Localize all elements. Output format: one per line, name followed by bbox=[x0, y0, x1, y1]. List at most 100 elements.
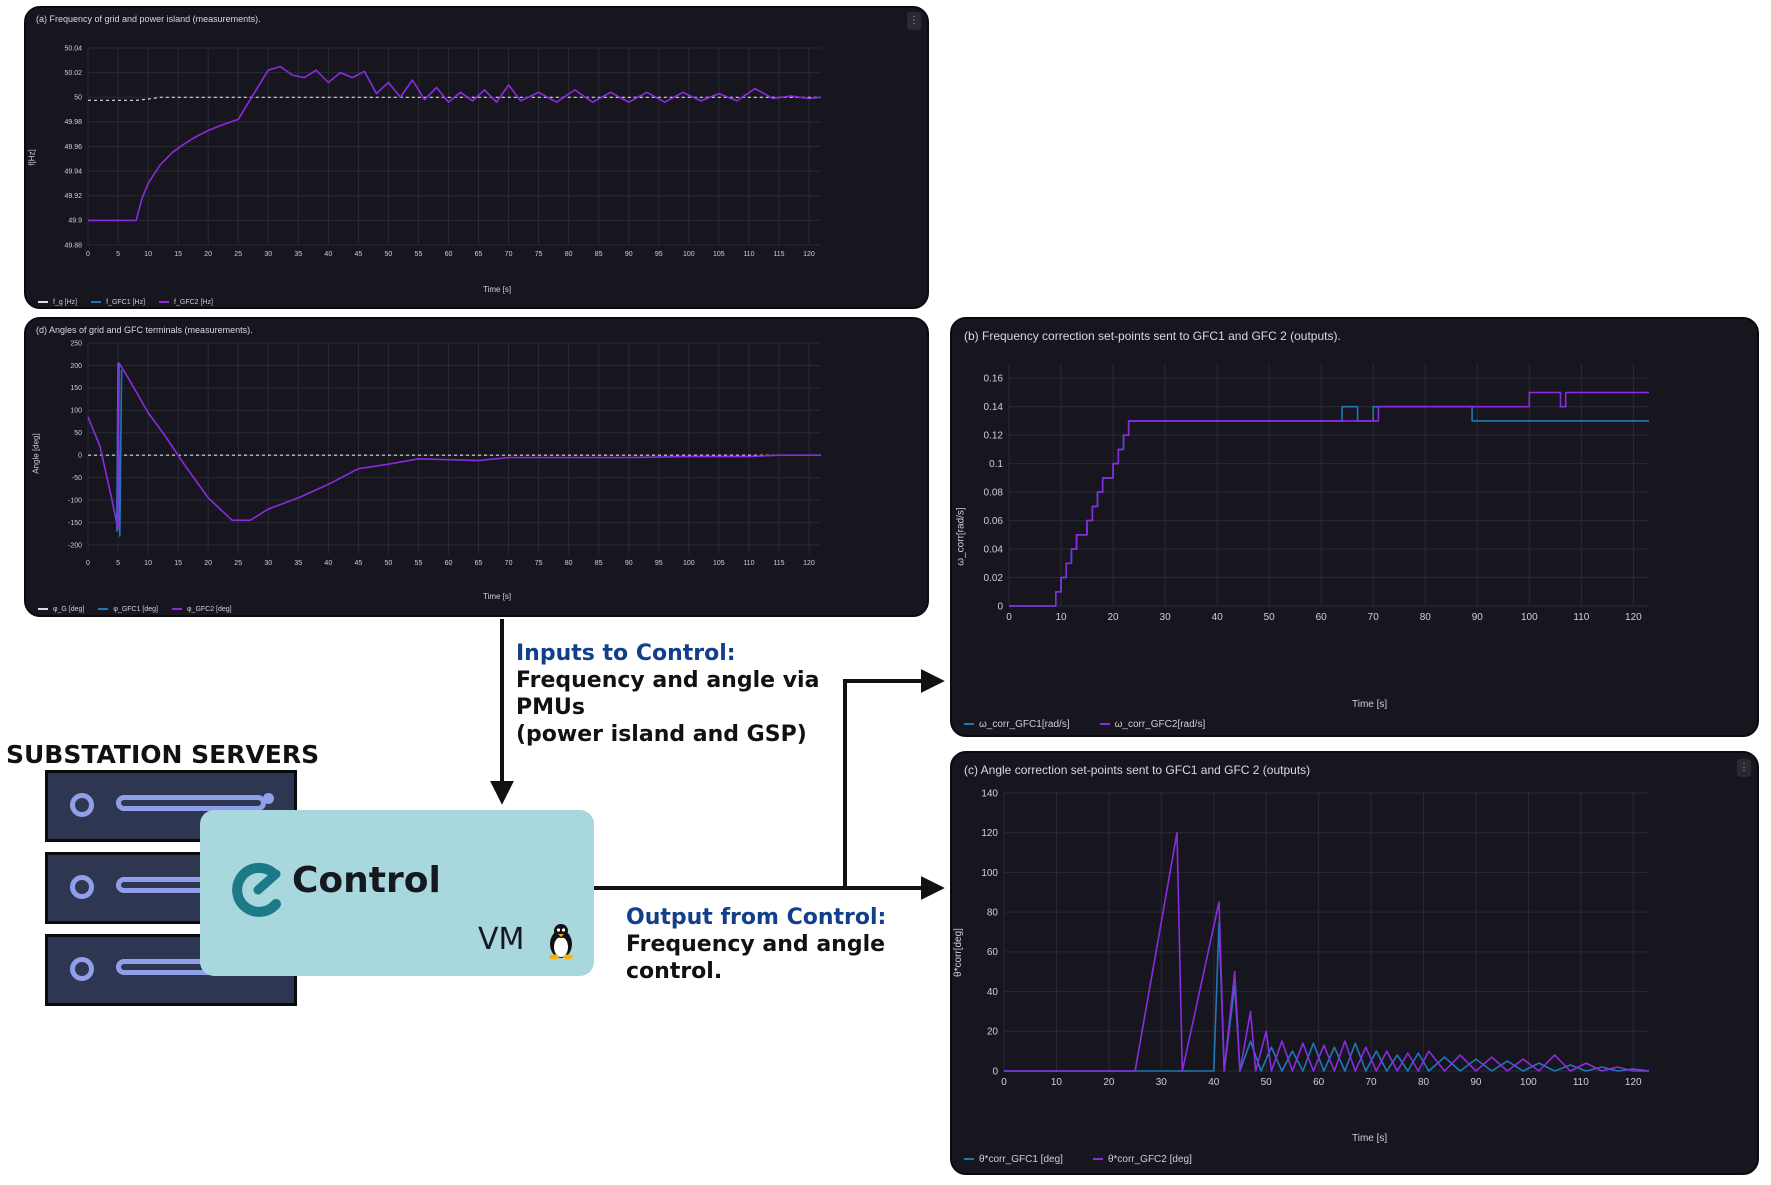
y-tick-label: 150 bbox=[70, 385, 82, 392]
x-tick-label: 75 bbox=[535, 251, 543, 258]
output-from-control-text: Output from Control: Frequency and angle… bbox=[626, 904, 886, 985]
inputs-line: Frequency and angle via bbox=[516, 668, 820, 693]
x-tick-label: 20 bbox=[1103, 1077, 1115, 1088]
chart-d-svg: -200 -150 -100 -50 0 50 100 150 200 250 0 5 10 15 20 25… bbox=[68, 340, 821, 567]
chart-b-ylabel: ω_corr[rad/s] bbox=[955, 507, 967, 566]
x-tick-label: 35 bbox=[294, 251, 302, 258]
y-tick-label: 140 bbox=[981, 788, 998, 799]
chart-a-legend: f_g [Hz] f_GFC1 [Hz] f_GFC2 [Hz] bbox=[38, 299, 213, 306]
legend-item[interactable]: φ_GFC2 [deg] bbox=[172, 606, 232, 613]
x-tick-label: 100 bbox=[683, 560, 695, 567]
x-tick-label: 95 bbox=[655, 560, 663, 567]
y-tick-label: 0 bbox=[997, 601, 1003, 612]
more-options-icon[interactable]: ⋮ bbox=[907, 12, 921, 30]
x-tick-label: 110 bbox=[743, 560, 754, 567]
x-tick-label: 45 bbox=[354, 251, 362, 258]
chart-a-title: (a) Frequency of grid and power island (… bbox=[36, 14, 261, 24]
x-tick-label: 0 bbox=[1001, 1077, 1007, 1088]
chart-c-ylabel: θ*corr[deg] bbox=[952, 928, 964, 977]
x-tick-label: 120 bbox=[803, 251, 815, 258]
x-tick-label: 60 bbox=[1313, 1077, 1325, 1088]
output-line: Frequency and angle bbox=[626, 932, 886, 957]
x-tick-label: 0 bbox=[86, 560, 90, 567]
x-tick-label: 50 bbox=[1261, 1077, 1273, 1088]
legend-item[interactable]: φ_G [deg] bbox=[38, 606, 84, 613]
legend-item[interactable]: f_GFC2 [Hz] bbox=[159, 299, 213, 306]
x-tick-label: 30 bbox=[1156, 1077, 1168, 1088]
series-line bbox=[1009, 391, 1649, 607]
linux-penguin-icon bbox=[549, 924, 573, 960]
legend-item[interactable]: ω_corr_GFC1[rad/s] bbox=[964, 719, 1070, 730]
x-tick-label: 80 bbox=[565, 251, 573, 258]
y-tick-label: 0.04 bbox=[984, 544, 1004, 555]
chart-b-svg: 0 0.02 0.04 0.06 0.08 0.1 0.12 0.14 0.16 0 10 20 30 4… bbox=[984, 364, 1649, 623]
x-tick-label: 120 bbox=[1625, 612, 1642, 623]
more-options-icon[interactable]: ⋮ bbox=[1737, 759, 1751, 777]
chart-d-legend: φ_G [deg] φ_GFC1 [deg] φ_GFC2 [deg] bbox=[38, 606, 232, 613]
x-tick-label: 70 bbox=[505, 560, 513, 567]
x-tick-label: 60 bbox=[1316, 612, 1328, 623]
x-tick-label: 30 bbox=[1160, 612, 1172, 623]
x-tick-label: 90 bbox=[625, 560, 633, 567]
legend-item[interactable]: θ*corr_GFC1 [deg] bbox=[964, 1154, 1063, 1165]
chart-b-title: (b) Frequency correction set-points sent… bbox=[964, 329, 1341, 343]
x-tick-label: 95 bbox=[655, 251, 663, 258]
series-line bbox=[1004, 921, 1650, 1072]
x-tick-label: 15 bbox=[174, 560, 182, 567]
series-line bbox=[1009, 405, 1649, 607]
server-power-icon bbox=[70, 957, 94, 981]
legend-item[interactable]: φ_GFC1 [deg] bbox=[98, 606, 158, 613]
x-tick-label: 35 bbox=[294, 560, 302, 567]
x-tick-label: 5 bbox=[116, 560, 120, 567]
y-tick-label: 0 bbox=[992, 1066, 998, 1077]
y-tick-label: 40 bbox=[987, 987, 999, 998]
chart-panel-d: -200 -150 -100 -50 0 50 100 150 200 250 0 5 10 15 20 25… bbox=[24, 317, 929, 617]
legend-item[interactable]: f_GFC1 [Hz] bbox=[91, 299, 145, 306]
series-line bbox=[88, 96, 821, 101]
x-tick-label: 100 bbox=[1521, 612, 1538, 623]
legend-item[interactable]: f_g [Hz] bbox=[38, 299, 77, 306]
x-tick-label: 110 bbox=[1573, 612, 1589, 623]
chart-a-ylabel: f[Hz] bbox=[27, 149, 37, 166]
chart-a-svg: 49.8849.949.9249.9449.9649.985050.0250.0… bbox=[64, 45, 822, 258]
y-tick-label: -150 bbox=[68, 520, 82, 527]
x-tick-label: 50 bbox=[385, 560, 393, 567]
y-tick-label: 0 bbox=[78, 453, 82, 460]
y-tick-label: 50 bbox=[74, 430, 82, 437]
x-tick-label: 20 bbox=[1108, 612, 1120, 623]
series-line bbox=[1004, 831, 1649, 1072]
x-tick-label: 70 bbox=[1368, 612, 1380, 623]
y-tick-label: 0.12 bbox=[984, 431, 1004, 442]
x-tick-label: 90 bbox=[625, 251, 633, 258]
legend-item[interactable]: θ*corr_GFC2 [deg] bbox=[1092, 1154, 1192, 1165]
x-tick-label: 20 bbox=[204, 560, 212, 567]
x-tick-label: 0 bbox=[86, 251, 90, 258]
y-tick-label: 49.9 bbox=[68, 218, 82, 225]
x-tick-label: 115 bbox=[773, 560, 784, 567]
chart-d-ylabel: Angle [deg] bbox=[31, 433, 41, 474]
x-tick-label: 10 bbox=[1051, 1077, 1063, 1088]
y-tick-label: 50 bbox=[74, 95, 82, 102]
legend-item[interactable]: ω_corr_GFC2[rad/s] bbox=[1099, 719, 1205, 730]
x-tick-label: 40 bbox=[1208, 1077, 1220, 1088]
x-tick-label: 10 bbox=[144, 560, 152, 567]
x-tick-label: 50 bbox=[385, 251, 393, 258]
x-tick-label: 85 bbox=[595, 560, 603, 567]
y-tick-label: 200 bbox=[70, 363, 82, 370]
chart-c-title: (c) Angle correction set-points sent to … bbox=[964, 763, 1311, 777]
x-tick-label: 40 bbox=[324, 251, 332, 258]
y-tick-label: 0.08 bbox=[984, 487, 1004, 498]
x-tick-label: 65 bbox=[475, 560, 483, 567]
x-tick-label: 40 bbox=[324, 560, 332, 567]
x-tick-label: 50 bbox=[1264, 612, 1276, 623]
series-line bbox=[87, 362, 821, 531]
x-tick-label: 25 bbox=[234, 251, 242, 258]
x-tick-label: 20 bbox=[204, 251, 212, 258]
y-tick-label: 20 bbox=[987, 1027, 999, 1038]
substation-servers-title: SUBSTATION SERVERS bbox=[6, 740, 320, 769]
chart-panel-c: 0 20 40 60 80 100 120 140 0 10 20 30 40 50 60 70 80 90 100… bbox=[950, 751, 1759, 1175]
x-tick-label: 100 bbox=[1520, 1077, 1537, 1088]
y-tick-label: 49.96 bbox=[64, 144, 82, 151]
y-tick-label: 100 bbox=[70, 408, 82, 415]
x-tick-label: 100 bbox=[683, 251, 695, 258]
